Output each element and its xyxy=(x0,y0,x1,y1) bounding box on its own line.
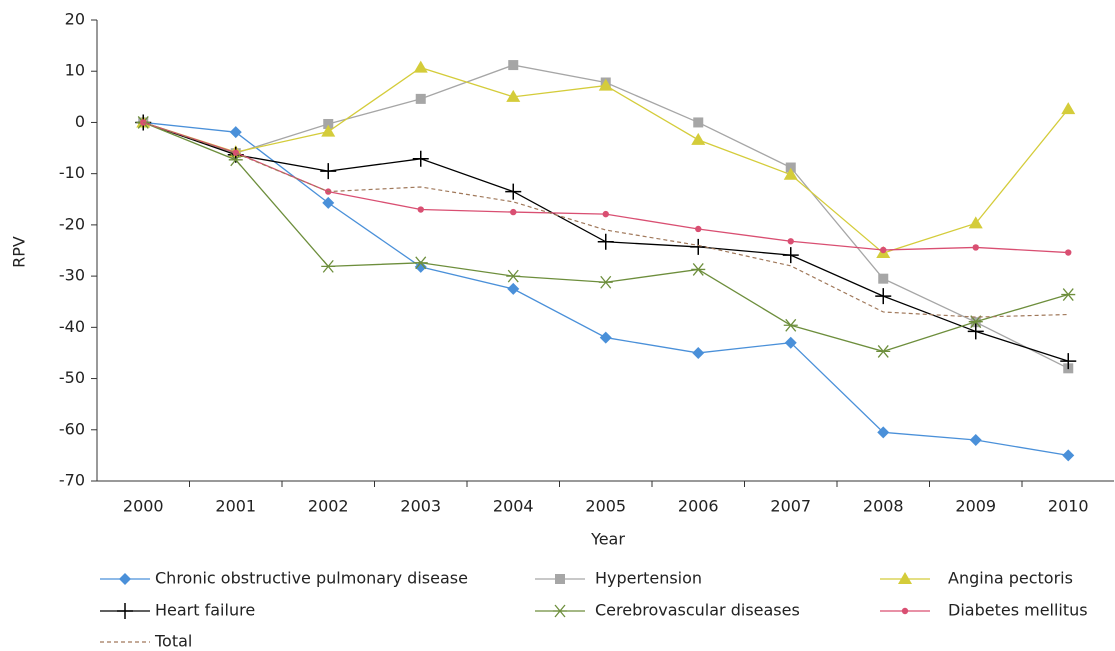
marker xyxy=(507,282,520,295)
marker xyxy=(972,244,979,251)
marker xyxy=(968,315,983,329)
legend-label: Cerebrovascular diseases xyxy=(595,601,800,620)
marker xyxy=(969,434,982,447)
x-axis-label: Year xyxy=(590,530,625,549)
y-tick-label: -10 xyxy=(59,163,85,182)
marker xyxy=(1065,249,1072,256)
marker xyxy=(599,331,612,344)
marker xyxy=(323,118,334,129)
marker xyxy=(785,162,796,173)
marker xyxy=(1061,102,1076,115)
y-tick-label: -30 xyxy=(59,266,85,285)
legend-label: Heart failure xyxy=(155,601,255,620)
y-axis-label: RPV xyxy=(10,236,29,268)
y-tick-label: -60 xyxy=(59,419,85,438)
marker xyxy=(321,124,336,137)
marker xyxy=(228,153,243,167)
marker xyxy=(880,246,887,254)
legend-marker xyxy=(119,573,131,585)
marker xyxy=(506,89,521,102)
marker xyxy=(692,346,705,359)
legend-label: Hypertension xyxy=(595,569,702,588)
y-tick-label: 0 xyxy=(75,112,85,131)
y-tick-label: -20 xyxy=(59,214,85,233)
x-tick-label: 2001 xyxy=(215,497,256,516)
marker xyxy=(690,238,707,255)
marker xyxy=(967,323,984,340)
marker xyxy=(691,132,706,145)
x-tick-label: 2010 xyxy=(1048,497,1089,516)
marker xyxy=(784,336,797,349)
marker xyxy=(876,344,891,358)
marker xyxy=(322,196,335,209)
x-tick-label: 2000 xyxy=(123,497,164,516)
x-tick-label: 2009 xyxy=(955,497,996,516)
marker xyxy=(412,150,429,167)
marker xyxy=(598,78,613,91)
legend-marker xyxy=(898,572,912,584)
marker xyxy=(1060,353,1077,370)
series-line xyxy=(143,121,1069,318)
marker xyxy=(508,60,519,71)
marker xyxy=(878,273,889,284)
x-tick-label: 2002 xyxy=(308,497,349,516)
marker xyxy=(875,288,892,305)
marker xyxy=(506,269,521,283)
x-tick-label: 2007 xyxy=(770,497,811,516)
legend-marker xyxy=(555,574,565,584)
marker xyxy=(413,60,428,73)
marker xyxy=(414,260,427,273)
marker xyxy=(968,216,983,229)
marker xyxy=(1061,288,1076,301)
marker xyxy=(602,210,609,218)
legend-label: Diabetes mellitus xyxy=(948,601,1088,620)
legend-marker xyxy=(901,607,909,615)
x-tick-label: 2006 xyxy=(678,497,719,516)
x-tick-label: 2004 xyxy=(493,497,534,516)
x-tick-label: 2008 xyxy=(863,497,904,516)
marker xyxy=(783,318,798,332)
marker xyxy=(783,167,798,180)
marker xyxy=(229,126,242,139)
marker xyxy=(510,208,517,216)
marker xyxy=(320,163,337,180)
y-tick-label: -50 xyxy=(59,368,85,387)
marker xyxy=(505,183,522,200)
legend-marker xyxy=(553,604,567,618)
legend-marker xyxy=(117,603,133,619)
marker xyxy=(232,149,239,156)
x-tick-label: 2005 xyxy=(585,497,626,516)
series-line xyxy=(143,66,1069,254)
marker xyxy=(693,117,704,128)
marker xyxy=(691,263,706,276)
legend-label: Total xyxy=(154,632,192,651)
y-tick-label: 10 xyxy=(65,61,85,80)
marker xyxy=(877,426,890,439)
y-tick-label: -70 xyxy=(59,471,85,490)
y-tick-label: 20 xyxy=(65,10,85,29)
x-tick-label: 2003 xyxy=(400,497,441,516)
legend-label: Chronic obstructive pulmonary disease xyxy=(155,569,468,588)
marker xyxy=(782,247,799,264)
marker xyxy=(417,206,424,213)
marker xyxy=(597,233,614,250)
marker xyxy=(415,93,426,104)
legend-label: Angina pectoris xyxy=(948,569,1073,588)
marker xyxy=(413,256,428,270)
marker xyxy=(1062,449,1075,462)
marker xyxy=(598,275,613,289)
marker xyxy=(321,259,336,273)
marker xyxy=(787,238,794,245)
marker xyxy=(695,225,702,233)
y-tick-label: -40 xyxy=(59,317,85,336)
